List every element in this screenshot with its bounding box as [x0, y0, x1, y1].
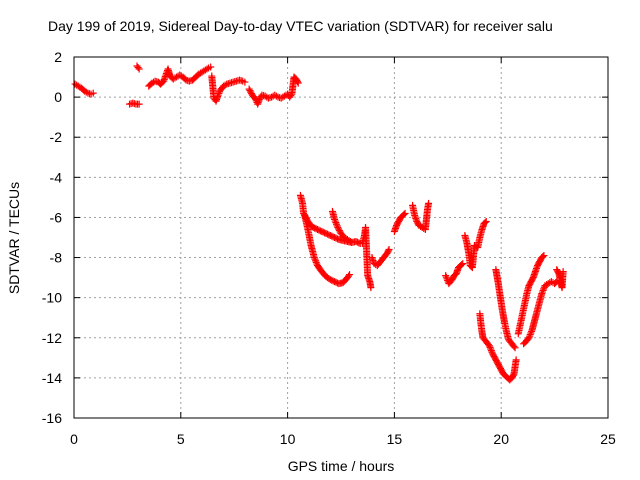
- data-point: [484, 340, 492, 348]
- data-point: [539, 286, 547, 294]
- data-point: [525, 334, 533, 342]
- data-point: [135, 100, 143, 108]
- data-point: [245, 85, 253, 93]
- data-point: [482, 217, 490, 225]
- data-point: [135, 65, 143, 73]
- data-point: [207, 63, 215, 71]
- data-point: [335, 225, 343, 233]
- data-point: [538, 290, 546, 298]
- data-point: [511, 344, 519, 352]
- data-point: [346, 271, 354, 279]
- data-point: [540, 285, 548, 293]
- data-point: [442, 272, 450, 280]
- data-point: [512, 356, 520, 364]
- data-point: [367, 284, 375, 292]
- x-tick-label: 20: [493, 431, 509, 447]
- y-tick-label: -14: [42, 370, 62, 386]
- data-point: [221, 81, 229, 89]
- data-point: [312, 257, 320, 265]
- data-point: [539, 253, 547, 261]
- data-point: [487, 345, 495, 353]
- data-point: [458, 261, 466, 269]
- y-tick-label: 2: [54, 49, 62, 65]
- data-point: [89, 89, 97, 97]
- data-point: [559, 268, 567, 276]
- data-point: [334, 223, 342, 231]
- data-point: [510, 342, 518, 350]
- data-point: [540, 252, 548, 260]
- data-point: [241, 78, 249, 86]
- data-point: [335, 226, 343, 234]
- data-point: [443, 275, 451, 283]
- y-tick-label: -12: [42, 330, 62, 346]
- data-point: [312, 258, 320, 266]
- data-point: [526, 331, 534, 339]
- data-point: [485, 342, 493, 350]
- data-point: [294, 78, 302, 86]
- data-point: [528, 327, 536, 335]
- data-point: [272, 92, 280, 100]
- data-point: [425, 199, 433, 207]
- data-point: [384, 247, 392, 255]
- data-point: [347, 238, 355, 246]
- data-point: [526, 332, 534, 340]
- data-point: [331, 215, 339, 223]
- data-point: [333, 220, 341, 228]
- data-point: [287, 92, 295, 100]
- data-point: [311, 255, 319, 263]
- data-point: [134, 64, 142, 72]
- x-tick-label: 15: [387, 431, 403, 447]
- grid-lines: [74, 57, 608, 418]
- data-point: [527, 329, 535, 337]
- axis-ticks: [73, 56, 609, 419]
- data-point: [294, 79, 302, 87]
- data-point: [487, 347, 495, 355]
- data-points: [71, 62, 567, 384]
- x-tick-labels: 0 5 10 15 20 25: [70, 431, 616, 447]
- y-tick-label: -16: [42, 410, 62, 426]
- x-tick-label: 5: [177, 431, 185, 447]
- x-tick-label: 10: [280, 431, 296, 447]
- data-point: [246, 87, 254, 95]
- data-point: [344, 272, 352, 280]
- data-point: [247, 88, 255, 96]
- data-point: [355, 239, 363, 247]
- y-tick-label: -6: [50, 209, 63, 225]
- y-tick-labels: 2 0 -2 -4 -6 -8 -10 -12 -14 -16: [42, 49, 62, 426]
- data-point: [486, 343, 494, 351]
- y-tick-label: -10: [42, 290, 62, 306]
- data-point: [488, 348, 496, 356]
- data-point: [333, 222, 341, 230]
- data-point: [203, 65, 211, 73]
- y-tick-label: 0: [54, 89, 62, 105]
- data-point: [345, 237, 353, 245]
- y-tick-label: -4: [50, 169, 63, 185]
- plot-frame: [73, 56, 609, 419]
- x-axis-title: GPS time / hours: [288, 458, 395, 474]
- data-point: [385, 246, 393, 254]
- data-point: [332, 219, 340, 227]
- data-point: [331, 217, 339, 225]
- data-point: [214, 91, 222, 99]
- data-point: [82, 88, 90, 96]
- x-tick-label: 25: [600, 431, 616, 447]
- data-point: [524, 335, 532, 343]
- y-tick-label: -2: [50, 129, 63, 145]
- y-axis-title: SDTVAR / TECUs: [6, 182, 22, 294]
- data-point: [400, 210, 408, 218]
- data-point: [215, 89, 223, 97]
- data-point: [459, 260, 467, 268]
- data-point: [538, 288, 546, 296]
- data-point: [442, 273, 450, 281]
- data-point: [401, 209, 409, 217]
- y-tick-label: -8: [50, 250, 63, 266]
- x-tick-label: 0: [70, 431, 78, 447]
- chart-title: Day 199 of 2019, Sidereal Day-to-day VTE…: [48, 18, 553, 34]
- data-point: [310, 254, 318, 262]
- data-point: [481, 218, 489, 226]
